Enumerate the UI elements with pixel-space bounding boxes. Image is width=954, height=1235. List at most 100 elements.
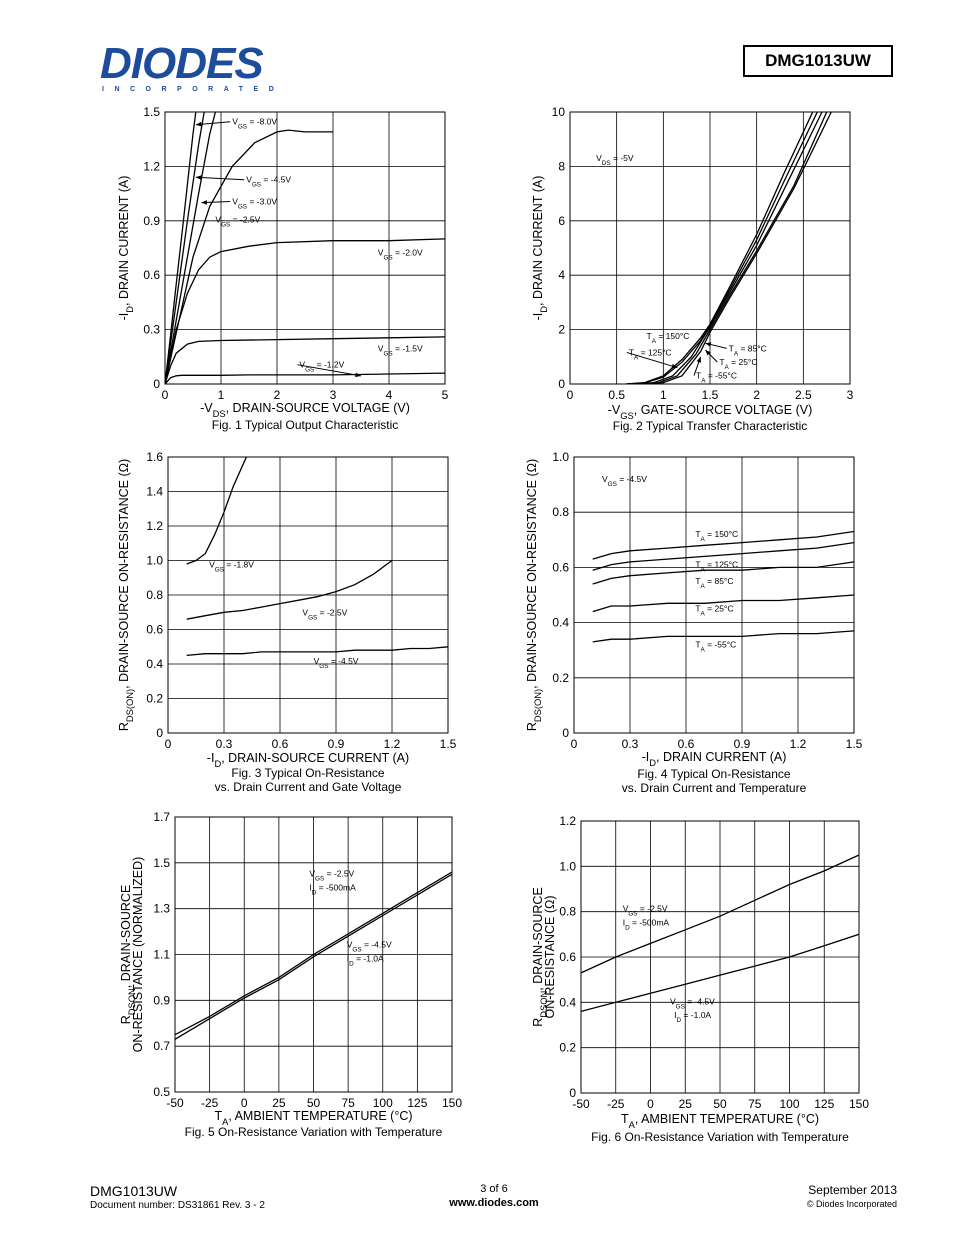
y-axis-label: RDS(ON), DRAIN-SOURCE ON-RESISTANCE (Ω) xyxy=(117,459,135,731)
y-tick-label: 1.2 xyxy=(143,159,160,173)
figure-caption: Fig. 6 On-Resistance Variation with Temp… xyxy=(591,1130,849,1144)
annotation-label: ID = -500mA xyxy=(623,917,670,931)
fig2-svg: 0 0.5 1 1.5 2 2.5 3 0 2 4 6 8 10 VDS = -5V TA = 150°C T… xyxy=(531,105,854,433)
annotation-label: ID = -1.0A xyxy=(674,1010,711,1024)
series-line xyxy=(635,112,823,384)
series-line xyxy=(165,112,205,384)
x-tick-label: 0 xyxy=(165,737,172,751)
x-tick-label: 100 xyxy=(779,1097,799,1111)
series-line xyxy=(175,873,452,1040)
x-axis-label: -ID, DRAIN CURRENT (A) xyxy=(642,750,787,768)
y-tick-label: 2 xyxy=(558,323,565,337)
y-tick-label: 1.4 xyxy=(146,485,163,499)
x-tick-label: 5 xyxy=(442,388,449,402)
annotation-arrow xyxy=(297,364,362,377)
plot-frame xyxy=(174,816,453,1093)
annotation-label: VGS = -2.5V xyxy=(309,869,354,883)
series-line xyxy=(165,129,333,384)
y-tick-label: 0.4 xyxy=(552,616,569,630)
series-line xyxy=(165,238,445,384)
fig6-svg: -50 -25 0 25 50 75 100 125 150 0 0.2 0.4 0.6 0.8 1.0 1.… xyxy=(531,814,869,1144)
annotation-label: VGS = -4.5V xyxy=(602,474,647,488)
y-tick-label: 0.4 xyxy=(146,657,163,671)
series-line xyxy=(165,336,445,384)
annotation-arrow xyxy=(195,176,245,181)
y-tick-label: 0.6 xyxy=(143,268,160,282)
fig4-svg: 0 0.3 0.6 0.9 1.2 1.5 0 0.2 0.4 0.6 0.8 1.0 VGS = -4… xyxy=(525,450,863,795)
figure-4-on-resistance-vs-current-temp: 0 0.3 0.6 0.9 1.2 1.5 0 0.2 0.4 0.6 0.8 1.0 VGS = -4… xyxy=(520,450,880,800)
fig3-svg: 0 0.3 0.6 0.9 1.2 1.5 0 0.2 0.4 0.6 0.8 1.0 1.2 1.4 1.… xyxy=(117,450,457,794)
x-tick-label: 0 xyxy=(567,388,574,402)
x-tick-label: 1.5 xyxy=(846,737,863,751)
annotation-label: ID = -1.0A xyxy=(347,953,384,967)
annotation-label: VGS = -4.5V xyxy=(347,940,392,954)
x-tick-label: -25 xyxy=(607,1097,625,1111)
y-axis-label: -ID, DRAIN CURRENT (A) xyxy=(531,176,549,321)
x-tick-label: 1.2 xyxy=(790,737,807,751)
x-tick-label: 4 xyxy=(386,388,393,402)
x-tick-label: 0 xyxy=(162,388,169,402)
annotation-label: TA = 85°C xyxy=(729,343,767,357)
plot-frame xyxy=(164,111,446,385)
x-tick-label: 25 xyxy=(679,1097,693,1111)
figure-2-transfer-characteristic: 0 0.5 1 1.5 2 2.5 3 0 2 4 6 8 10 VDS = -5V TA = 150°C T… xyxy=(520,100,870,440)
x-tick-label: 25 xyxy=(272,1096,286,1110)
y-tick-label: 6 xyxy=(558,214,565,228)
x-tick-label: 1 xyxy=(660,388,667,402)
annotation-label: VGS = -1.2V xyxy=(299,360,344,374)
y-tick-label: 0.3 xyxy=(143,323,160,337)
series-line xyxy=(592,541,854,571)
x-tick-label: 0.6 xyxy=(272,737,289,751)
y-tick-label: 0 xyxy=(153,377,160,391)
footer-doc-number: Document number: DS31861 Rev. 3 - 2 xyxy=(90,1200,265,1211)
annotation-label: ID = -500mA xyxy=(309,882,356,896)
y-tick-label: 0.2 xyxy=(552,671,569,685)
x-tick-label: 1 xyxy=(218,388,225,402)
x-tick-label: 0.9 xyxy=(734,737,751,751)
x-tick-label: 125 xyxy=(814,1097,834,1111)
footer-center: 3 of 6 www.diodes.com xyxy=(394,1183,594,1209)
series-line xyxy=(165,112,197,384)
series-line xyxy=(644,112,832,384)
x-tick-label: 2 xyxy=(274,388,281,402)
plot-frame xyxy=(573,456,855,734)
y-tick-label: 1.0 xyxy=(559,859,576,873)
y-tick-label: 0.4 xyxy=(559,995,576,1009)
y-tick-label: 0.9 xyxy=(143,214,160,228)
series-line xyxy=(625,112,818,384)
y-tick-label: 1.0 xyxy=(146,554,163,568)
fig5-svg: -50 -25 0 25 50 75 100 125 150 0.5 0.7 0.9 1.1 1.3 1.5… xyxy=(119,810,462,1139)
x-tick-label: 1.2 xyxy=(384,737,401,751)
y-axis-label: RDSON, DRAIN-SOURCE xyxy=(531,887,549,1027)
figure-caption: Fig. 2 Typical Transfer Characteristic xyxy=(613,419,808,433)
x-tick-label: 0.6 xyxy=(678,737,695,751)
x-tick-label: 1.5 xyxy=(440,737,457,751)
x-tick-label: 1.5 xyxy=(702,388,719,402)
arrow-head xyxy=(705,342,712,347)
x-tick-label: 75 xyxy=(748,1097,762,1111)
figure-caption: Fig. 1 Typical Output Characteristic xyxy=(212,418,399,432)
y-tick-label: 0.2 xyxy=(146,692,163,706)
annotation-label: VGS = -2.5V xyxy=(302,608,347,622)
annotation-label: TA = -55°C xyxy=(695,639,736,653)
y-axis-label-line2: ON-RESISTANCE (Ω) xyxy=(543,895,557,1018)
x-tick-label: 100 xyxy=(373,1096,393,1110)
y-tick-label: 10 xyxy=(552,105,566,119)
footer-website-link[interactable]: www.diodes.com xyxy=(449,1197,539,1209)
annotation-label: TA = 25°C xyxy=(695,604,733,618)
plot-frame xyxy=(569,111,851,385)
y-tick-label: 0 xyxy=(156,726,163,740)
annotation-label: VGS = -3.0V xyxy=(232,196,277,210)
x-tick-label: 2.5 xyxy=(795,388,812,402)
x-tick-label: -50 xyxy=(166,1096,184,1110)
annotation-arrow xyxy=(626,351,678,369)
y-tick-label: 1.7 xyxy=(153,810,170,824)
annotation-label: TA = 125°C xyxy=(695,559,738,573)
x-axis-label: TA, AMBIENT TEMPERATURE (°C) xyxy=(214,1109,412,1127)
series-line xyxy=(592,630,854,643)
footer-date: September 2013 xyxy=(808,1183,897,1197)
x-tick-label: 3 xyxy=(847,388,854,402)
arrow-head xyxy=(696,356,702,363)
series-line xyxy=(581,933,859,1013)
